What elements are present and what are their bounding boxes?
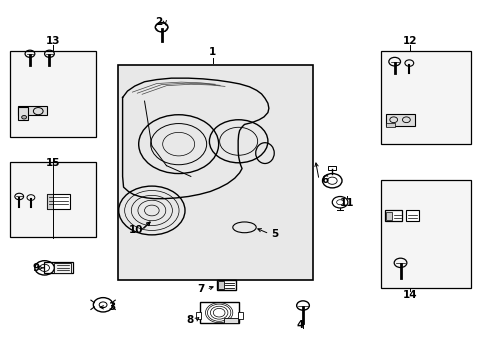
Text: 2: 2 [155,17,163,27]
FancyBboxPatch shape [18,107,27,120]
FancyBboxPatch shape [380,51,470,144]
FancyBboxPatch shape [385,123,394,127]
FancyBboxPatch shape [380,180,470,288]
FancyBboxPatch shape [199,302,238,323]
Text: 10: 10 [128,225,142,235]
FancyBboxPatch shape [385,114,414,126]
Text: 4: 4 [296,320,304,330]
Text: 1: 1 [209,46,216,57]
FancyBboxPatch shape [406,211,418,221]
FancyBboxPatch shape [237,312,242,319]
FancyBboxPatch shape [224,318,237,323]
FancyBboxPatch shape [195,312,200,319]
Text: 7: 7 [197,284,204,294]
FancyBboxPatch shape [47,194,70,210]
Text: 6: 6 [321,175,328,185]
FancyBboxPatch shape [386,212,391,220]
Text: 9: 9 [32,263,40,273]
FancyBboxPatch shape [18,107,47,116]
FancyBboxPatch shape [47,194,53,210]
FancyBboxPatch shape [10,162,96,237]
Text: 3: 3 [108,302,115,312]
FancyBboxPatch shape [43,262,73,273]
FancyBboxPatch shape [328,166,335,170]
Text: 11: 11 [339,198,353,208]
Text: 13: 13 [46,36,61,46]
FancyBboxPatch shape [384,211,401,221]
Text: 12: 12 [402,36,417,46]
Text: 8: 8 [186,315,193,325]
Text: 15: 15 [46,158,61,168]
FancyBboxPatch shape [218,282,224,289]
FancyBboxPatch shape [10,51,96,137]
Text: 5: 5 [271,229,278,239]
FancyBboxPatch shape [216,280,236,291]
FancyBboxPatch shape [54,263,71,273]
Circle shape [21,116,26,119]
FancyBboxPatch shape [118,65,312,280]
Text: 14: 14 [402,291,417,301]
